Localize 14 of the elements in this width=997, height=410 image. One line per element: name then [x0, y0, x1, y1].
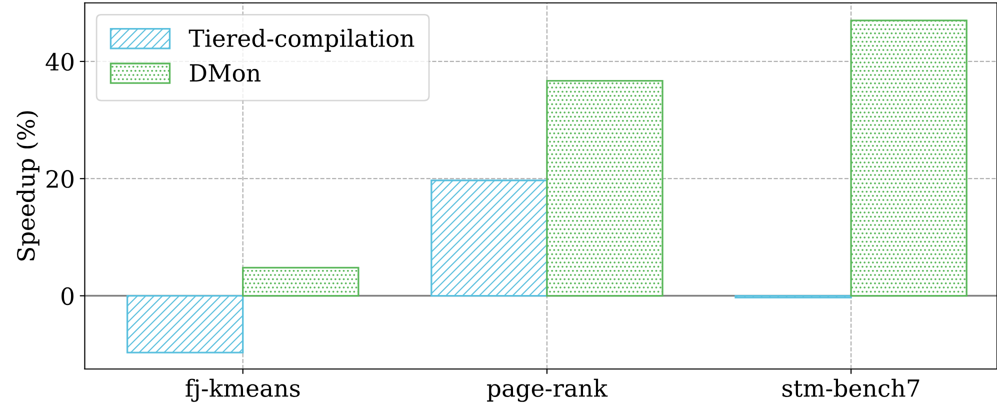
x-tick-label: stm-bench7 — [782, 378, 920, 397]
x-tick-label: fj-kmeans — [186, 378, 300, 402]
bar — [850, 20, 968, 297]
x-tick-label: page-rank — [487, 378, 608, 402]
legend-label: DMon — [190, 64, 261, 82]
legend-label: Tiered-compilation — [188, 28, 414, 52]
y-axis-title: Speedup (%) — [16, 111, 40, 260]
y-tick-label: 20 — [46, 170, 74, 188]
bar — [242, 266, 360, 297]
bar — [126, 294, 244, 354]
bar — [546, 80, 664, 297]
y-tick-label: 40 — [46, 52, 74, 71]
y-tick-label: 0 — [62, 287, 74, 306]
bar — [430, 180, 548, 297]
